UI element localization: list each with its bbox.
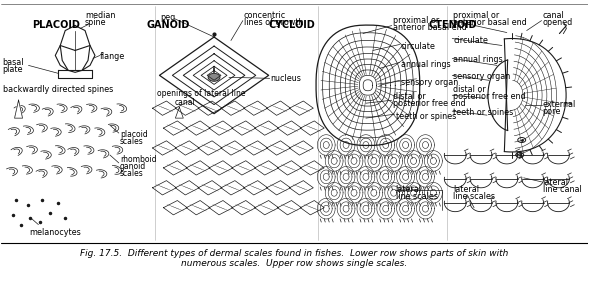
Text: canal: canal bbox=[542, 11, 564, 20]
Polygon shape bbox=[15, 100, 22, 118]
Text: plate: plate bbox=[3, 65, 23, 74]
Text: distal or: distal or bbox=[453, 85, 486, 94]
Text: peg: peg bbox=[160, 13, 176, 22]
Text: distal or: distal or bbox=[392, 92, 426, 101]
Text: scales: scales bbox=[120, 137, 143, 146]
Text: proximal or: proximal or bbox=[392, 16, 439, 25]
Text: anterior basal end: anterior basal end bbox=[453, 18, 527, 27]
Text: melanocytes: melanocytes bbox=[30, 228, 81, 237]
Text: rhomboid: rhomboid bbox=[120, 155, 156, 164]
Text: proximal or: proximal or bbox=[453, 11, 500, 20]
Text: circulate: circulate bbox=[401, 42, 436, 51]
Text: teeth or spines: teeth or spines bbox=[453, 108, 513, 117]
Ellipse shape bbox=[516, 153, 524, 158]
Text: placoid: placoid bbox=[120, 130, 147, 139]
Text: lateral: lateral bbox=[542, 178, 568, 187]
Text: anterior basal end: anterior basal end bbox=[392, 23, 466, 32]
Text: concentric: concentric bbox=[244, 11, 286, 20]
Text: line canal: line canal bbox=[542, 185, 581, 194]
Text: Fig. 17.5.  Different types of dermal scales found in fishes.  Lower row shows p: Fig. 17.5. Different types of dermal sca… bbox=[81, 249, 509, 258]
Text: PLACOID: PLACOID bbox=[33, 20, 81, 30]
Ellipse shape bbox=[518, 138, 526, 142]
Text: scales: scales bbox=[120, 169, 143, 178]
Text: posterior free end: posterior free end bbox=[392, 99, 465, 108]
Text: line scales: line scales bbox=[453, 192, 496, 201]
Text: openings of lateral line: openings of lateral line bbox=[157, 89, 246, 98]
Text: canal: canal bbox=[175, 98, 195, 107]
Text: circulate: circulate bbox=[453, 36, 488, 45]
Text: numerous scales.  Upper row shows single scales.: numerous scales. Upper row shows single … bbox=[181, 260, 407, 268]
Text: CTENOID: CTENOID bbox=[429, 20, 477, 30]
Text: CYCLOID: CYCLOID bbox=[268, 20, 315, 30]
Text: pore: pore bbox=[542, 107, 561, 116]
Text: posterior free end: posterior free end bbox=[453, 92, 526, 101]
Text: external: external bbox=[542, 100, 576, 109]
Text: lateral: lateral bbox=[453, 185, 480, 194]
Text: lines of growth: lines of growth bbox=[244, 18, 303, 27]
Text: basal: basal bbox=[3, 58, 24, 67]
Text: GANOID: GANOID bbox=[146, 20, 190, 30]
Text: ganoid: ganoid bbox=[120, 162, 146, 171]
Text: spine: spine bbox=[85, 18, 107, 27]
Text: lateral: lateral bbox=[395, 185, 422, 194]
Text: median: median bbox=[85, 11, 115, 20]
Text: flange: flange bbox=[100, 52, 125, 62]
Text: backwardly directed spines: backwardly directed spines bbox=[3, 85, 113, 94]
Text: annual rings: annual rings bbox=[453, 55, 503, 64]
Text: annual rings: annual rings bbox=[401, 60, 451, 69]
Text: nucleus: nucleus bbox=[271, 74, 301, 83]
Text: teeth or spines: teeth or spines bbox=[395, 112, 456, 121]
Text: opened: opened bbox=[542, 18, 573, 27]
Text: line scales: line scales bbox=[395, 192, 437, 201]
Ellipse shape bbox=[208, 73, 220, 81]
Text: sensory organ: sensory organ bbox=[453, 72, 510, 81]
Text: sensory organ: sensory organ bbox=[401, 78, 458, 87]
